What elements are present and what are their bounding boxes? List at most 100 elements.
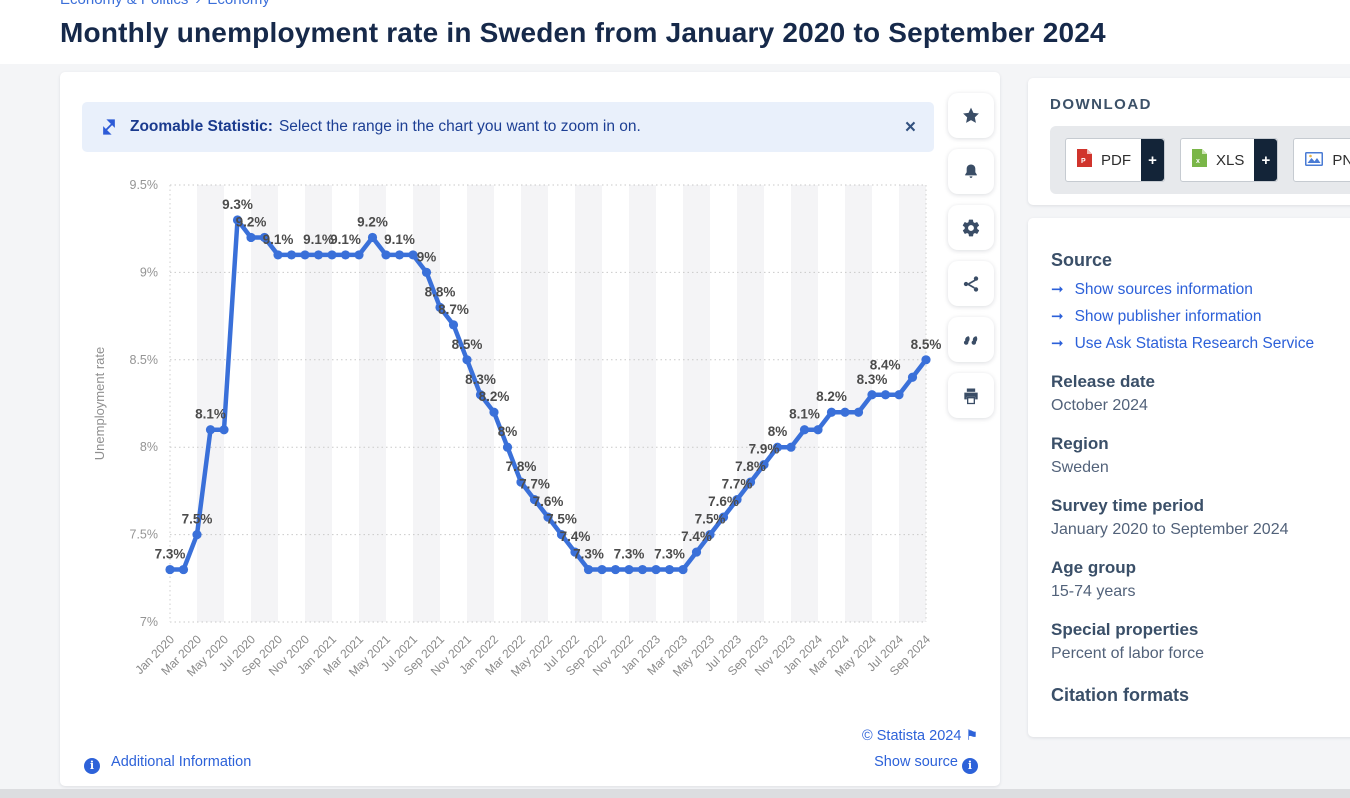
svg-text:9.1%: 9.1% <box>263 232 294 247</box>
svg-text:8.3%: 8.3% <box>465 372 496 387</box>
breadcrumb-link-economy[interactable]: Economy <box>207 0 270 8</box>
favorite-button[interactable] <box>948 93 994 138</box>
breadcrumb: Economy & Politics › Economy <box>60 0 270 9</box>
svg-text:7.3%: 7.3% <box>614 547 645 562</box>
download-xls-button[interactable]: x XLS + <box>1180 138 1279 182</box>
svg-text:7.8%: 7.8% <box>506 459 537 474</box>
svg-text:8.7%: 8.7% <box>438 302 469 317</box>
detail-region: Region Sweden <box>1051 434 1109 476</box>
svg-text:7.5%: 7.5% <box>130 528 159 542</box>
svg-text:7.3%: 7.3% <box>654 547 685 562</box>
svg-text:8.5%: 8.5% <box>452 337 483 352</box>
source-link-0[interactable]: ➞ Show sources information <box>1051 281 1253 298</box>
svg-text:8.4%: 8.4% <box>870 357 901 372</box>
banner-bold-text: Zoomable Statistic: <box>130 118 273 135</box>
star-icon <box>963 107 979 123</box>
svg-text:P: P <box>1081 158 1086 165</box>
svg-text:8.2%: 8.2% <box>816 389 847 404</box>
svg-text:9.2%: 9.2% <box>357 214 388 229</box>
svg-text:8%: 8% <box>498 424 518 439</box>
pdf-file-icon: P <box>1076 148 1093 172</box>
svg-text:8.1%: 8.1% <box>789 407 820 422</box>
svg-text:7.6%: 7.6% <box>708 494 739 509</box>
breadcrumb-link-economy-politics[interactable]: Economy & Politics <box>60 0 188 8</box>
arrow-right-icon: ➞ <box>1051 308 1064 325</box>
notifications-button[interactable] <box>948 149 994 194</box>
svg-text:7.7%: 7.7% <box>519 477 550 492</box>
svg-text:7.9%: 7.9% <box>749 442 780 457</box>
page-bottom-divider <box>0 789 1350 798</box>
zoom-expand-icon <box>103 119 115 135</box>
download-plus-tab[interactable]: + <box>1141 139 1164 181</box>
arrow-right-icon: ➞ <box>1051 281 1064 298</box>
info-icon: i <box>962 758 978 774</box>
additional-information-link[interactable]: i Additional Information <box>84 754 251 774</box>
breadcrumb-separator: › <box>195 0 200 8</box>
print-button[interactable] <box>948 373 994 418</box>
png-file-icon <box>1304 149 1324 171</box>
svg-text:9.5%: 9.5% <box>130 178 159 192</box>
svg-text:7.3%: 7.3% <box>573 547 604 562</box>
svg-text:9%: 9% <box>140 265 158 279</box>
cite-button[interactable] <box>948 317 994 362</box>
svg-text:9.2%: 9.2% <box>236 214 267 229</box>
page-title: Monthly unemployment rate in Sweden from… <box>60 17 1106 48</box>
download-png-button[interactable]: PNG+ <box>1293 138 1350 182</box>
printer-icon <box>964 388 978 404</box>
download-pdf-button[interactable]: P PDF + <box>1065 138 1165 182</box>
svg-text:9.1%: 9.1% <box>330 232 361 247</box>
download-plus-tab[interactable]: + <box>1254 139 1278 181</box>
svg-text:7.5%: 7.5% <box>695 512 726 527</box>
chart-card: Zoomable Statistic: Select the range in … <box>60 72 1000 786</box>
svg-text:7.3%: 7.3% <box>155 547 186 562</box>
svg-text:8.3%: 8.3% <box>857 372 888 387</box>
detail-survey-time-period: Survey time period January 2020 to Septem… <box>1051 496 1289 538</box>
svg-text:9.1%: 9.1% <box>384 232 415 247</box>
share-button[interactable] <box>948 261 994 306</box>
settings-button[interactable] <box>948 205 994 250</box>
svg-text:7.5%: 7.5% <box>182 512 213 527</box>
svg-text:7.6%: 7.6% <box>533 494 564 509</box>
show-source-link[interactable]: Show source i <box>862 754 978 774</box>
citation-formats-heading: Citation formats <box>1051 685 1190 705</box>
svg-text:8.1%: 8.1% <box>195 407 226 422</box>
zoomable-statistic-banner: Zoomable Statistic: Select the range in … <box>82 102 934 152</box>
source-link-2[interactable]: ➞ Use Ask Statista Research Service <box>1051 335 1315 352</box>
banner-text: Select the range in the chart you want t… <box>278 118 641 135</box>
flag-icon: ⚑ <box>965 727 978 743</box>
svg-text:7.4%: 7.4% <box>560 529 591 544</box>
bell-icon <box>965 164 977 178</box>
svg-text:7.5%: 7.5% <box>546 512 577 527</box>
source-link-1[interactable]: ➞ Show publisher information <box>1051 308 1262 325</box>
svg-text:8.5%: 8.5% <box>911 337 942 352</box>
svg-text:8.8%: 8.8% <box>425 284 456 299</box>
svg-text:9.1%: 9.1% <box>303 232 334 247</box>
svg-text:x: x <box>1196 158 1200 165</box>
arrow-right-icon: ➞ <box>1051 335 1064 352</box>
detail-release-date: Release date October 2024 <box>1051 372 1155 414</box>
svg-text:8.5%: 8.5% <box>130 353 159 367</box>
svg-text:8.2%: 8.2% <box>479 389 510 404</box>
page-header <box>0 0 1350 64</box>
svg-text:7.7%: 7.7% <box>722 477 753 492</box>
share-icon <box>963 275 979 292</box>
statistic-info-card: Source ➞ Show sources information ➞ Show pu… <box>1028 218 1350 737</box>
svg-text:7%: 7% <box>140 615 158 629</box>
chart-toolbar <box>948 93 996 418</box>
xls-file-icon: x <box>1191 148 1208 172</box>
svg-text:7.8%: 7.8% <box>735 459 766 474</box>
detail-special-properties: Special properties Percent of labor force <box>1051 620 1204 662</box>
svg-text:Unemployment rate: Unemployment rate <box>92 347 107 460</box>
quote-icon <box>963 335 978 345</box>
gear-icon <box>962 219 980 236</box>
banner-close-icon[interactable]: × <box>904 116 916 138</box>
svg-text:8%: 8% <box>768 424 788 439</box>
svg-text:9%: 9% <box>417 249 437 264</box>
source-title: Source <box>1051 250 1113 270</box>
svg-text:7.4%: 7.4% <box>681 529 712 544</box>
info-icon: i <box>84 758 100 774</box>
statista-copyright[interactable]: © Statista 2024 ⚑ <box>862 727 978 744</box>
